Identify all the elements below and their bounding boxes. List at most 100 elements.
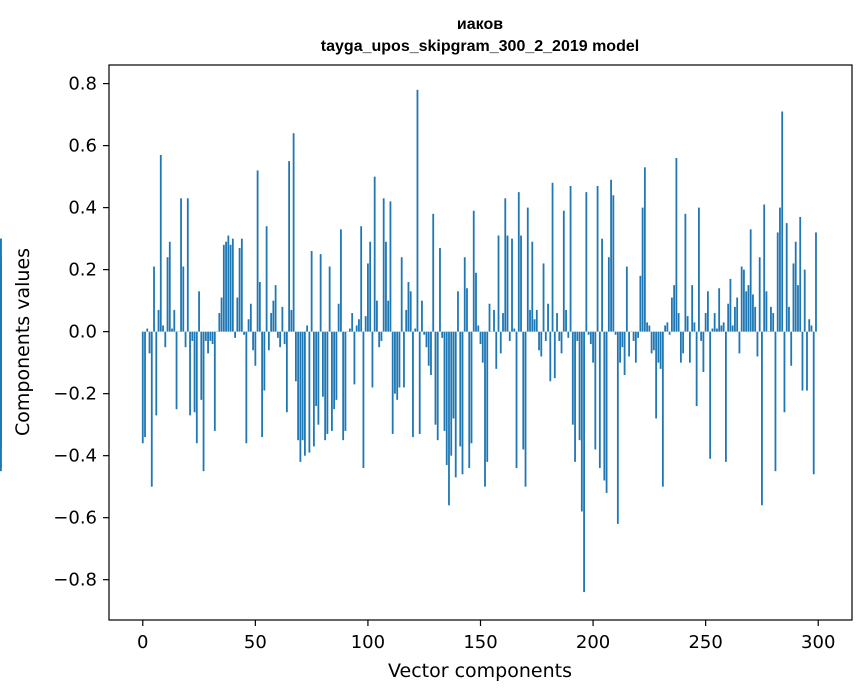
bar-112 (394, 332, 396, 394)
bar-267 (743, 270, 745, 332)
bar-228 (655, 332, 657, 419)
bar-240 (682, 332, 684, 354)
bar-9 (162, 325, 164, 331)
bar-246 (696, 332, 698, 406)
bar-101 (369, 242, 371, 332)
bar-157 (495, 332, 497, 369)
bar-105 (378, 332, 380, 348)
bar-107 (383, 198, 385, 331)
bar-215 (626, 267, 628, 332)
bar-144 (466, 288, 468, 331)
bar-201 (594, 332, 596, 450)
bar-190 (570, 186, 572, 332)
y-axis-label: Components values (12, 248, 34, 436)
bar-149 (477, 325, 479, 331)
bar-97 (360, 226, 362, 331)
bar-122 (417, 90, 419, 332)
bar-292 (799, 217, 801, 332)
bar-295 (806, 332, 808, 391)
bar-161 (504, 198, 506, 331)
bar-69 (297, 332, 299, 441)
bar-163 (509, 332, 511, 341)
bar-288 (790, 332, 792, 366)
bar-25 (198, 291, 200, 331)
bar-141 (459, 332, 461, 447)
bar-245 (693, 322, 695, 331)
bar-251 (707, 291, 709, 331)
bar-298 (813, 332, 815, 475)
bar-98 (363, 332, 365, 468)
bar-75 (311, 251, 313, 332)
bar-165 (513, 329, 515, 332)
bar-221 (639, 276, 641, 332)
bar-293 (802, 332, 804, 391)
bar-0 (142, 332, 144, 444)
bar-256 (718, 288, 720, 331)
bar-212 (619, 332, 621, 363)
bar-196 (583, 332, 585, 592)
bar-154 (489, 304, 491, 332)
bar-81 (324, 332, 326, 441)
bar-224 (646, 322, 648, 331)
bar-21 (189, 332, 191, 416)
bar-70 (299, 332, 301, 462)
bar-147 (473, 211, 475, 332)
bar-36 (223, 245, 225, 332)
bar-241 (684, 214, 686, 332)
bar-19 (185, 332, 187, 348)
bar-290 (795, 242, 797, 332)
chart-title: иаков (457, 16, 503, 33)
bar-123 (419, 332, 421, 434)
bar-257 (721, 325, 723, 331)
y-tick-label: −0.4 (53, 446, 97, 467)
bar-280 (772, 313, 774, 332)
bar-284 (781, 112, 783, 332)
y-tick-label: 0.6 (68, 136, 97, 157)
bar-111 (392, 332, 394, 434)
bar-80 (322, 332, 324, 397)
bar-127 (428, 332, 430, 366)
bar-106 (381, 332, 383, 341)
bar-135 (446, 332, 448, 465)
bar-172 (529, 310, 531, 332)
bar-118 (408, 282, 410, 332)
bar-180 (547, 304, 549, 332)
bar-116 (403, 332, 405, 388)
bar-205 (603, 332, 605, 481)
bar-186 (561, 332, 563, 354)
bar-266 (741, 267, 743, 332)
bar-45 (243, 332, 245, 335)
bar-4 (151, 332, 153, 487)
bar-160 (502, 313, 504, 332)
bar-277 (766, 291, 768, 331)
bar-179 (545, 332, 547, 341)
bar-183 (554, 332, 556, 379)
bar-28 (205, 332, 207, 341)
bar-100 (367, 263, 369, 331)
bar-103 (374, 177, 376, 332)
bar-193 (576, 332, 578, 341)
bar-184 (556, 313, 558, 332)
bar-59 (275, 285, 277, 332)
bar-124 (421, 301, 423, 332)
bar-275 (761, 332, 763, 506)
bar-279 (770, 307, 772, 332)
bar-46 (245, 332, 247, 444)
bar-207 (608, 257, 610, 331)
bar-66 (290, 310, 292, 332)
bar-171 (527, 208, 529, 332)
bar-130 (435, 332, 437, 425)
bar-192 (574, 332, 576, 462)
bar-216 (628, 332, 630, 357)
bar-64 (286, 332, 288, 413)
bar-203 (599, 332, 601, 468)
bar-76 (313, 332, 315, 447)
bar-71 (302, 332, 304, 441)
bar-299 (815, 232, 817, 331)
bar-74 (308, 332, 310, 453)
bar-233 (666, 322, 668, 331)
bar-287 (788, 307, 790, 332)
bar-54 (263, 332, 265, 391)
bar-255 (716, 329, 718, 332)
